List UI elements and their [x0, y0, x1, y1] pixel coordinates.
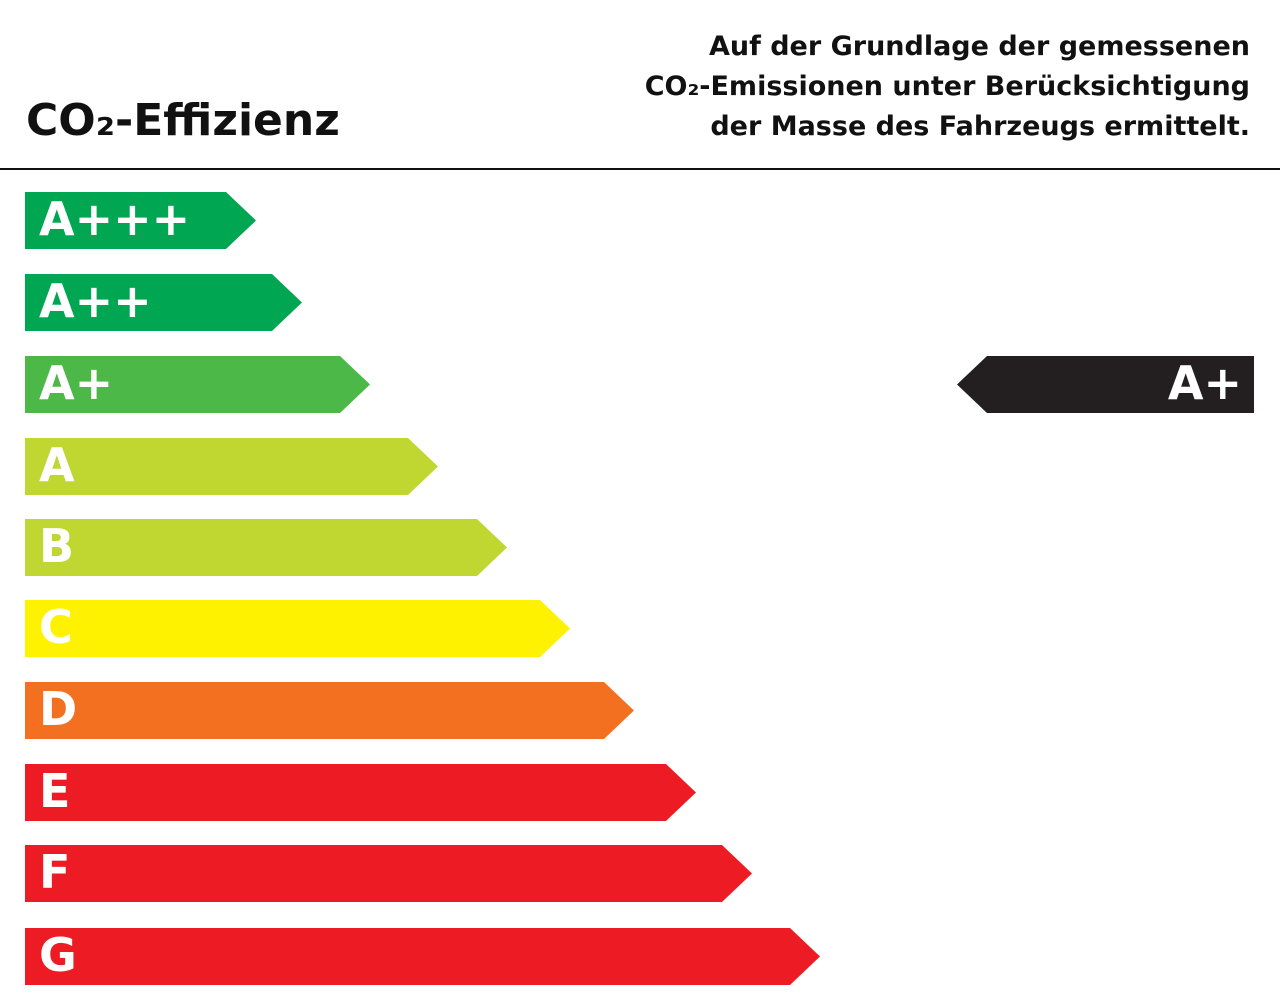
class-arrow [25, 682, 634, 739]
description-line: der Masse des Fahrzeugs ermittelt. [710, 111, 1250, 142]
class-arrow [25, 764, 696, 821]
class-arrow [25, 928, 820, 985]
class-label: C [39, 600, 73, 654]
class-arrow [25, 356, 370, 413]
rating-arrow [957, 356, 1254, 413]
description-line: CO₂-Emissionen unter Berücksichtigung [645, 71, 1250, 102]
class-label: A+ [39, 356, 113, 410]
rating-label: A+ [1168, 356, 1242, 410]
class-arrow [25, 600, 570, 657]
class-arrow [25, 845, 752, 902]
class-arrow [25, 274, 302, 331]
title: CO₂-Effizienz [26, 95, 340, 146]
class-label: G [39, 928, 77, 982]
class-arrow [25, 438, 438, 495]
class-arrow [25, 192, 256, 249]
class-label: A+++ [39, 192, 190, 246]
class-label: F [39, 845, 70, 899]
class-label: A++ [39, 274, 152, 328]
class-label: A [39, 438, 75, 492]
description-line: Auf der Grundlage der gemessenen [709, 31, 1250, 62]
class-label: B [39, 519, 74, 573]
class-arrow [25, 519, 507, 576]
class-label: D [39, 682, 77, 736]
class-label: E [39, 764, 70, 818]
